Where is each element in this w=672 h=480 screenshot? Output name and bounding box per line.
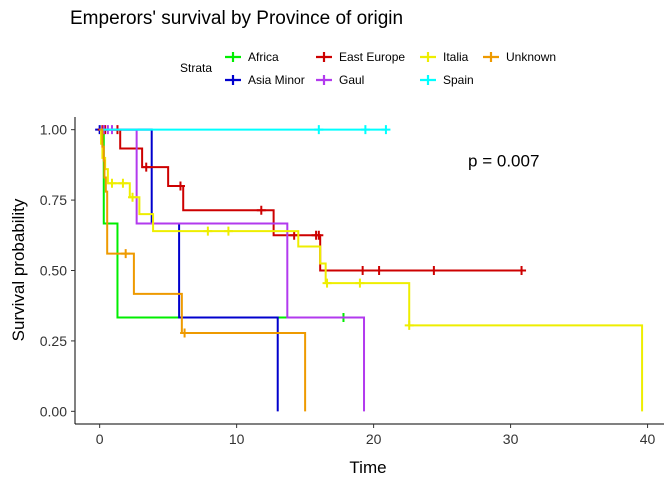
censor-mark-spain <box>314 125 324 135</box>
censor-mark-east-europe <box>141 162 151 172</box>
x-axis-title: Time <box>349 458 386 477</box>
legend-item-italia: Italia <box>420 50 469 64</box>
y-tick-label: 1.00 <box>40 122 67 138</box>
legend-key-gaul <box>316 75 332 85</box>
legend-label-africa: Africa <box>248 50 279 64</box>
censor-mark-east-europe <box>175 181 185 191</box>
p-value-annotation: p = 0.007 <box>468 152 539 171</box>
legend-item-east-europe: East Europe <box>316 50 405 64</box>
legend-label-gaul: Gaul <box>339 73 364 87</box>
censor-mark-east-europe <box>358 266 368 275</box>
censor-mark-east-europe <box>314 230 324 240</box>
censor-mark-east-europe <box>374 266 384 275</box>
legend-key-africa <box>225 52 241 62</box>
plot-series <box>95 125 644 412</box>
series-line-unknown <box>99 128 307 412</box>
legend-label-east-europe: East Europe <box>339 50 405 64</box>
censor-mark-east-europe <box>517 266 527 275</box>
y-tick-label: 0.50 <box>40 263 67 279</box>
censor-mark-spain <box>381 125 391 135</box>
chart-title: Emperors' survival by Province of origin <box>70 8 403 29</box>
legend-key-asia-minor <box>225 75 241 85</box>
censor-mark-east-europe <box>429 266 439 275</box>
legend-item-unknown: Unknown <box>483 50 556 64</box>
legend-item-africa: Africa <box>225 50 279 64</box>
y-tick-label: 0.25 <box>40 333 67 349</box>
axes: 0 10 20 30 40 0.00 0.25 0.50 0.75 1.00 <box>40 117 664 447</box>
y-tick-label: 0.00 <box>40 403 67 419</box>
censor-mark-east-europe <box>256 205 266 215</box>
legend: Strata Africa Asia Minor East Europe Gaul It… <box>180 50 556 87</box>
x-tick-label: 10 <box>229 431 245 447</box>
legend-key-east-europe <box>316 52 332 62</box>
censor-mark-italia <box>107 178 117 188</box>
legend-label-italia: Italia <box>443 50 469 64</box>
censor-mark-unknown <box>180 328 190 338</box>
x-tick-label: 20 <box>366 431 382 447</box>
x-tick-label: 30 <box>503 431 519 447</box>
censor-mark-italia <box>128 192 138 202</box>
censor-mark-italia <box>322 278 332 288</box>
legend-label-unknown: Unknown <box>506 50 556 64</box>
legend-key-italia <box>420 52 436 62</box>
legend-title: Strata <box>180 61 212 75</box>
legend-label-spain: Spain <box>443 73 474 87</box>
legend-key-unknown <box>483 52 499 62</box>
y-tick-label: 0.75 <box>40 192 67 208</box>
x-tick-label: 40 <box>640 431 656 447</box>
legend-item-asia-minor: Asia Minor <box>225 73 305 87</box>
censor-mark-italia <box>355 278 365 288</box>
series-line-asia-minor <box>99 128 279 412</box>
legend-key-spain <box>420 75 436 85</box>
x-tick-label: 0 <box>96 431 104 447</box>
legend-item-spain: Spain <box>420 73 474 87</box>
censor-mark-italia <box>203 226 213 236</box>
censor-mark-italia <box>118 178 128 188</box>
legend-item-gaul: Gaul <box>316 73 364 87</box>
censor-mark-east-europe <box>289 230 299 240</box>
censor-mark-unknown <box>121 249 131 259</box>
censor-mark-spain <box>360 125 370 135</box>
censor-mark-italia <box>223 226 233 236</box>
legend-label-asia-minor: Asia Minor <box>248 73 305 87</box>
series-line-east-europe <box>99 128 522 272</box>
y-axis-title: Survival probability <box>9 198 28 341</box>
censor-mark-italia <box>404 320 414 330</box>
